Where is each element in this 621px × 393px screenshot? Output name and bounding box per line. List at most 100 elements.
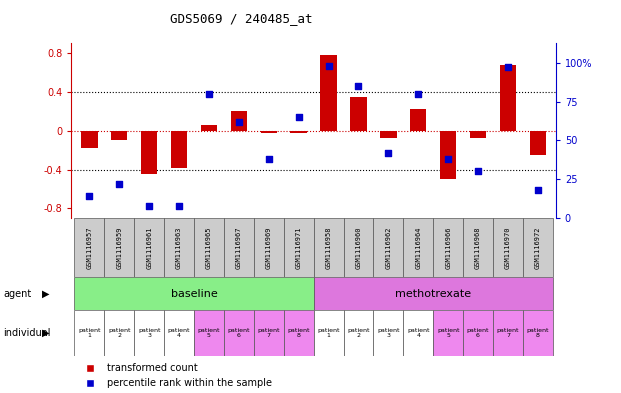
- Bar: [261, 130, 277, 132]
- Text: patient
2: patient 2: [108, 328, 130, 338]
- Text: methotrexate: methotrexate: [395, 289, 471, 299]
- Text: GSM1116965: GSM1116965: [206, 226, 212, 269]
- Bar: [530, 130, 546, 155]
- Point: [473, 168, 483, 174]
- FancyBboxPatch shape: [194, 310, 224, 356]
- Text: GSM1116959: GSM1116959: [116, 226, 122, 269]
- Text: GSM1116972: GSM1116972: [535, 226, 541, 269]
- Point: [383, 150, 393, 156]
- Bar: [410, 109, 427, 130]
- Point: [324, 62, 333, 69]
- Text: patient
7: patient 7: [258, 328, 280, 338]
- Bar: [291, 130, 307, 132]
- Text: GSM1116958: GSM1116958: [325, 226, 332, 269]
- Point: [353, 83, 363, 89]
- Point: [234, 119, 244, 125]
- FancyBboxPatch shape: [403, 218, 433, 277]
- Text: GSM1116970: GSM1116970: [505, 226, 511, 269]
- FancyBboxPatch shape: [463, 310, 493, 356]
- Text: patient
4: patient 4: [168, 328, 190, 338]
- Text: GSM1116960: GSM1116960: [355, 226, 361, 269]
- Text: GSM1116969: GSM1116969: [266, 226, 272, 269]
- Bar: [380, 130, 397, 138]
- Text: individual: individual: [3, 328, 50, 338]
- FancyBboxPatch shape: [523, 310, 553, 356]
- Point: [264, 156, 274, 162]
- Text: GSM1116961: GSM1116961: [146, 226, 152, 269]
- FancyBboxPatch shape: [134, 310, 164, 356]
- FancyBboxPatch shape: [314, 277, 553, 310]
- FancyBboxPatch shape: [523, 218, 553, 277]
- Bar: [470, 130, 486, 138]
- Bar: [500, 64, 516, 130]
- Text: patient
5: patient 5: [197, 328, 220, 338]
- Bar: [350, 97, 366, 130]
- Bar: [440, 130, 456, 179]
- FancyBboxPatch shape: [284, 218, 314, 277]
- Point: [84, 193, 94, 200]
- FancyBboxPatch shape: [284, 310, 314, 356]
- FancyBboxPatch shape: [493, 310, 523, 356]
- FancyBboxPatch shape: [194, 218, 224, 277]
- FancyBboxPatch shape: [463, 218, 493, 277]
- FancyBboxPatch shape: [433, 218, 463, 277]
- Point: [294, 114, 304, 120]
- FancyBboxPatch shape: [164, 310, 194, 356]
- Point: [443, 156, 453, 162]
- Bar: [81, 130, 97, 148]
- FancyBboxPatch shape: [433, 310, 463, 356]
- Point: [114, 181, 124, 187]
- FancyBboxPatch shape: [343, 218, 373, 277]
- FancyBboxPatch shape: [134, 218, 164, 277]
- Bar: [141, 130, 157, 174]
- Point: [503, 64, 513, 70]
- FancyBboxPatch shape: [403, 310, 433, 356]
- Text: GSM1116968: GSM1116968: [475, 226, 481, 269]
- Point: [414, 91, 424, 97]
- FancyBboxPatch shape: [224, 218, 254, 277]
- FancyBboxPatch shape: [224, 310, 254, 356]
- Text: patient
3: patient 3: [138, 328, 160, 338]
- FancyBboxPatch shape: [373, 218, 403, 277]
- Text: GDS5069 / 240485_at: GDS5069 / 240485_at: [170, 12, 312, 25]
- Text: patient
2: patient 2: [347, 328, 369, 338]
- Text: patient
7: patient 7: [497, 328, 519, 338]
- FancyBboxPatch shape: [75, 310, 104, 356]
- Point: [174, 202, 184, 209]
- FancyBboxPatch shape: [75, 218, 104, 277]
- Text: ▶: ▶: [42, 328, 50, 338]
- Bar: [201, 125, 217, 130]
- Bar: [111, 130, 127, 140]
- FancyBboxPatch shape: [314, 218, 343, 277]
- Text: GSM1116967: GSM1116967: [236, 226, 242, 269]
- FancyBboxPatch shape: [104, 310, 134, 356]
- FancyBboxPatch shape: [493, 218, 523, 277]
- Text: patient
1: patient 1: [78, 328, 101, 338]
- Text: GSM1116957: GSM1116957: [86, 226, 93, 269]
- Text: agent: agent: [3, 289, 31, 299]
- Text: patient
6: patient 6: [467, 328, 489, 338]
- Text: patient
3: patient 3: [377, 328, 399, 338]
- Text: patient
6: patient 6: [228, 328, 250, 338]
- Text: patient
8: patient 8: [527, 328, 549, 338]
- Bar: [230, 111, 247, 130]
- Bar: [171, 130, 188, 167]
- Text: baseline: baseline: [171, 289, 217, 299]
- FancyBboxPatch shape: [343, 310, 373, 356]
- Point: [144, 202, 154, 209]
- Text: GSM1116963: GSM1116963: [176, 226, 182, 269]
- Legend: transformed count, percentile rank within the sample: transformed count, percentile rank withi…: [76, 360, 276, 392]
- FancyBboxPatch shape: [164, 218, 194, 277]
- Text: patient
4: patient 4: [407, 328, 430, 338]
- FancyBboxPatch shape: [373, 310, 403, 356]
- Text: patient
8: patient 8: [288, 328, 310, 338]
- Text: patient
5: patient 5: [437, 328, 460, 338]
- FancyBboxPatch shape: [254, 218, 284, 277]
- Text: GSM1116964: GSM1116964: [415, 226, 421, 269]
- Text: GSM1116966: GSM1116966: [445, 226, 451, 269]
- Bar: [320, 55, 337, 130]
- Text: patient
1: patient 1: [317, 328, 340, 338]
- Point: [533, 187, 543, 193]
- Text: ▶: ▶: [42, 289, 50, 299]
- Text: GSM1116962: GSM1116962: [386, 226, 391, 269]
